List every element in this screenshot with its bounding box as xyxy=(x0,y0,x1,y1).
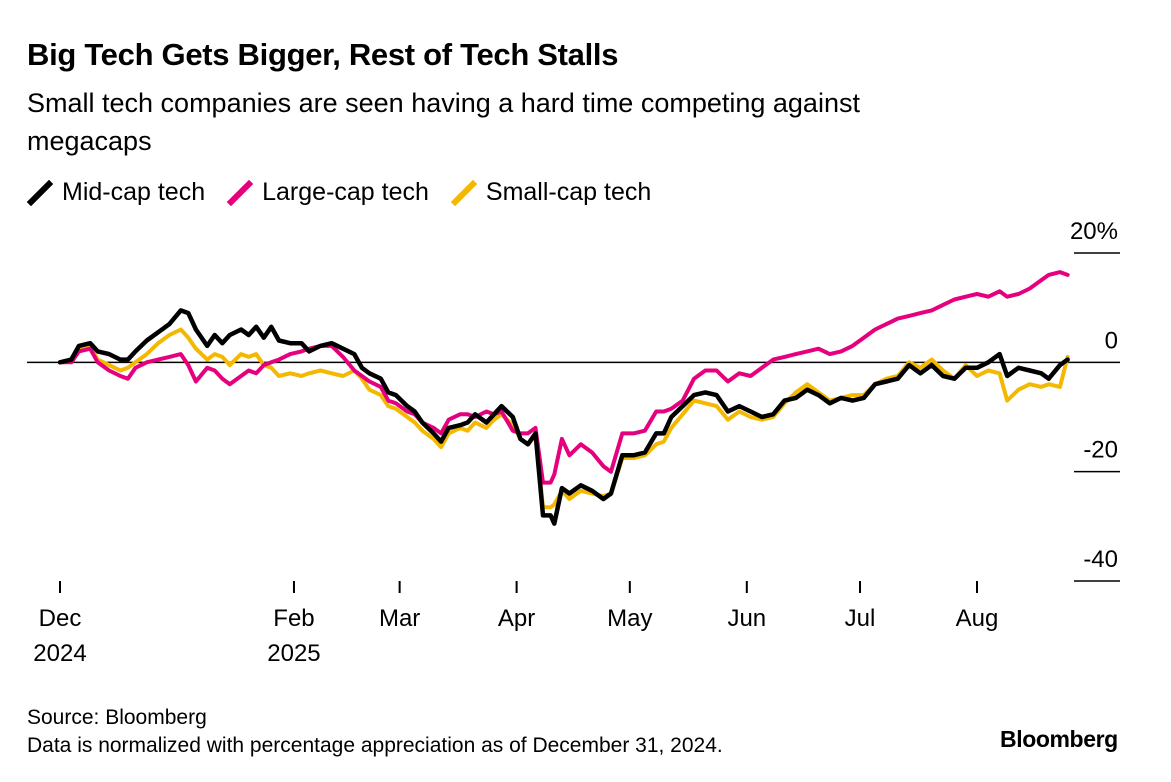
legend-item-small-cap: Small-cap tech xyxy=(450,178,652,207)
y-tick-label: -20 xyxy=(1083,437,1118,464)
x-tick-year-label: 2025 xyxy=(267,640,320,667)
series-line-small-cap xyxy=(58,327,1070,510)
x-tick-label: Feb xyxy=(273,605,314,632)
x-tick-label: Dec xyxy=(39,605,82,632)
legend-swatch-large-cap xyxy=(227,179,254,206)
data-note: Data is normalized with percentage appre… xyxy=(27,734,723,757)
legend-swatch-small-cap xyxy=(450,179,477,206)
x-tick-label: May xyxy=(607,605,652,632)
y-tick-label: 20% xyxy=(1070,218,1118,245)
series-line-large-cap xyxy=(58,270,1070,485)
x-tick-label: Jun xyxy=(727,605,766,632)
legend-swatch-line-mid-cap xyxy=(27,179,53,206)
legend-swatch-line-large-cap xyxy=(227,179,254,206)
source-note: Source: Bloomberg xyxy=(27,706,207,729)
legend-item-large-cap: Large-cap tech xyxy=(227,178,429,207)
y-tick-label: -40 xyxy=(1083,546,1118,573)
x-tick-label: Aug xyxy=(956,605,999,632)
legend-swatch-mid-cap xyxy=(27,179,53,206)
legend-swatch-line-small-cap xyxy=(450,179,477,206)
legend-label-large-cap: Large-cap tech xyxy=(262,178,429,206)
x-tick-label: Mar xyxy=(379,605,420,632)
bloomberg-logo: Bloomberg xyxy=(1000,726,1118,752)
chart-title: Big Tech Gets Bigger, Rest of Tech Stall… xyxy=(27,37,619,72)
series-line-mid-cap xyxy=(57,308,1070,526)
legend-item-mid-cap: Mid-cap tech xyxy=(27,178,205,207)
legend: Mid-cap tech Large-cap tech Small-cap te… xyxy=(27,178,673,207)
chart-subtitle: Small tech companies are seen having a h… xyxy=(27,88,860,156)
footer: Source: Bloomberg Data is normalized wit… xyxy=(27,704,723,760)
x-tick-label: Apr xyxy=(498,605,535,632)
legend-label-mid-cap: Mid-cap tech xyxy=(62,178,206,206)
x-tick-year-label: 2024 xyxy=(33,640,86,667)
legend-label-small-cap: Small-cap tech xyxy=(485,178,652,206)
x-tick-label: Jul xyxy=(845,605,876,632)
y-tick-label: 0 xyxy=(1105,327,1118,354)
